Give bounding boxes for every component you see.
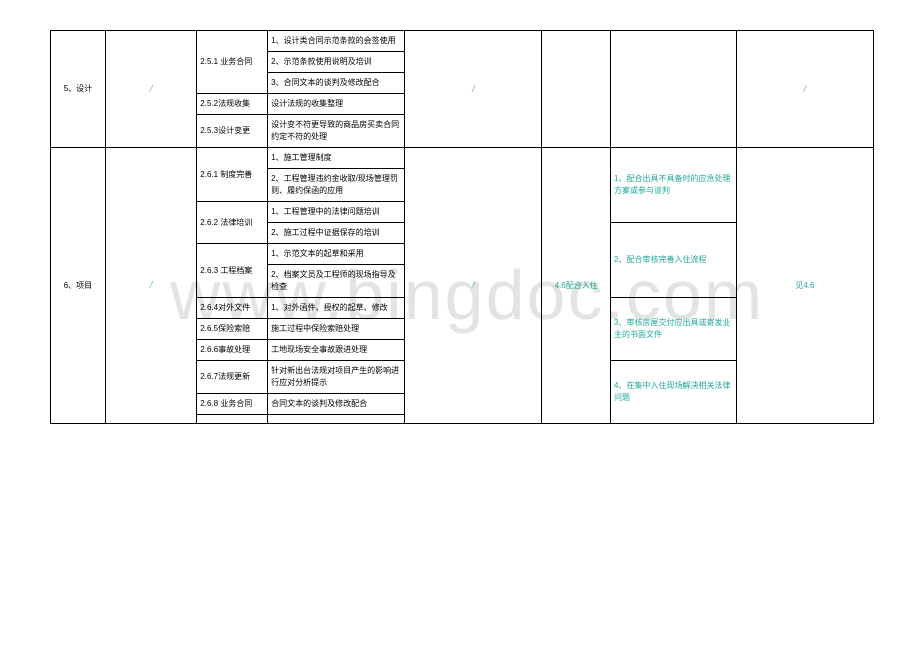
sub-item: 1、施工管理制度 [268, 148, 405, 169]
sub-code: 2.6.6事故处理 [197, 340, 268, 361]
sub-code: 2.6.4对外文件 [197, 298, 268, 319]
sub-item: 合同文本的谈判及修改配合 [268, 394, 405, 415]
sub-code: 2.5.3设计变更 [197, 115, 268, 148]
sub-item: 1、设计类合同示范条款的会签使用 [268, 31, 405, 52]
coop-label: 4.6配合入住 [542, 148, 611, 424]
cell-slash: / [736, 31, 873, 148]
ref-cell: 见4.6 [736, 148, 873, 424]
cell-slash: / [405, 148, 542, 424]
note-cell: 4、在集中入住现场解决相关法律问题 [611, 361, 737, 424]
sub-item: 设计变不符更导致的商品房买卖合同约定不符的处理 [268, 115, 405, 148]
sub-code: 2.6.8 业务合同 [197, 394, 268, 415]
cell-empty [542, 31, 611, 148]
section-label: 5、设计 [51, 31, 106, 148]
table-row: 5、设计 / 2.5.1 业务合同 1、设计类合同示范条款的会签使用 / / [51, 31, 874, 52]
cell-slash: / [105, 148, 196, 424]
document-page: 5、设计 / 2.5.1 业务合同 1、设计类合同示范条款的会签使用 / / 2… [50, 30, 874, 424]
sub-item: 施工过程中保险索赔处理 [268, 319, 405, 340]
sub-code: 2.6.3 工程档案 [197, 244, 268, 298]
sub-item: 2、档案文员及工程师的现场指导及检查 [268, 265, 405, 298]
sub-item: 1、对外函件、授权的起草、修改 [268, 298, 405, 319]
note-cell: 1、配合出具不具备时的应急处理方案或参与谈判 [611, 148, 737, 223]
sub-code: 2.5.1 业务合同 [197, 31, 268, 94]
sub-item: 1、工程管理中的法律问题培训 [268, 202, 405, 223]
section-label: 6、项目 [51, 148, 106, 424]
cell-empty [268, 415, 405, 424]
sub-code: 2.6.2 法律培训 [197, 202, 268, 244]
cell-empty [197, 415, 268, 424]
sub-item: 2、示范条款使用说明及培训 [268, 52, 405, 73]
sub-code: 2.6.1 制度完善 [197, 148, 268, 202]
sub-item: 2、工程管理违约金收取/现场管理罚则、履约保函的应用 [268, 169, 405, 202]
sub-item: 设计法规的收集整理 [268, 94, 405, 115]
sub-item: 2、施工过程中证据保存的培训 [268, 223, 405, 244]
sub-code: 2.6.5保险索赔 [197, 319, 268, 340]
sub-code: 2.6.7法规更新 [197, 361, 268, 394]
cell-slash: / [405, 31, 542, 148]
table-row: 6、项目 / 2.6.1 制度完善 1、施工管理制度 / 4.6配合入住 1、配… [51, 148, 874, 169]
sub-code: 2.5.2法规收集 [197, 94, 268, 115]
sub-item: 针对新出台法规对项目产生的影响进行应对分析提示 [268, 361, 405, 394]
cell-empty [611, 31, 737, 148]
sub-item: 1、示范文本的起草和采用 [268, 244, 405, 265]
note-cell: 2、配合审核完善入住流程 [611, 223, 737, 298]
note-cell: 3、审核房屋交付应出具或寄发业主的书面文件 [611, 298, 737, 361]
cell-slash: / [105, 31, 196, 148]
main-table: 5、设计 / 2.5.1 业务合同 1、设计类合同示范条款的会签使用 / / 2… [50, 30, 874, 424]
sub-item: 3、合同文本的谈判及修改配合 [268, 73, 405, 94]
sub-item: 工地现场安全事故跟进处理 [268, 340, 405, 361]
